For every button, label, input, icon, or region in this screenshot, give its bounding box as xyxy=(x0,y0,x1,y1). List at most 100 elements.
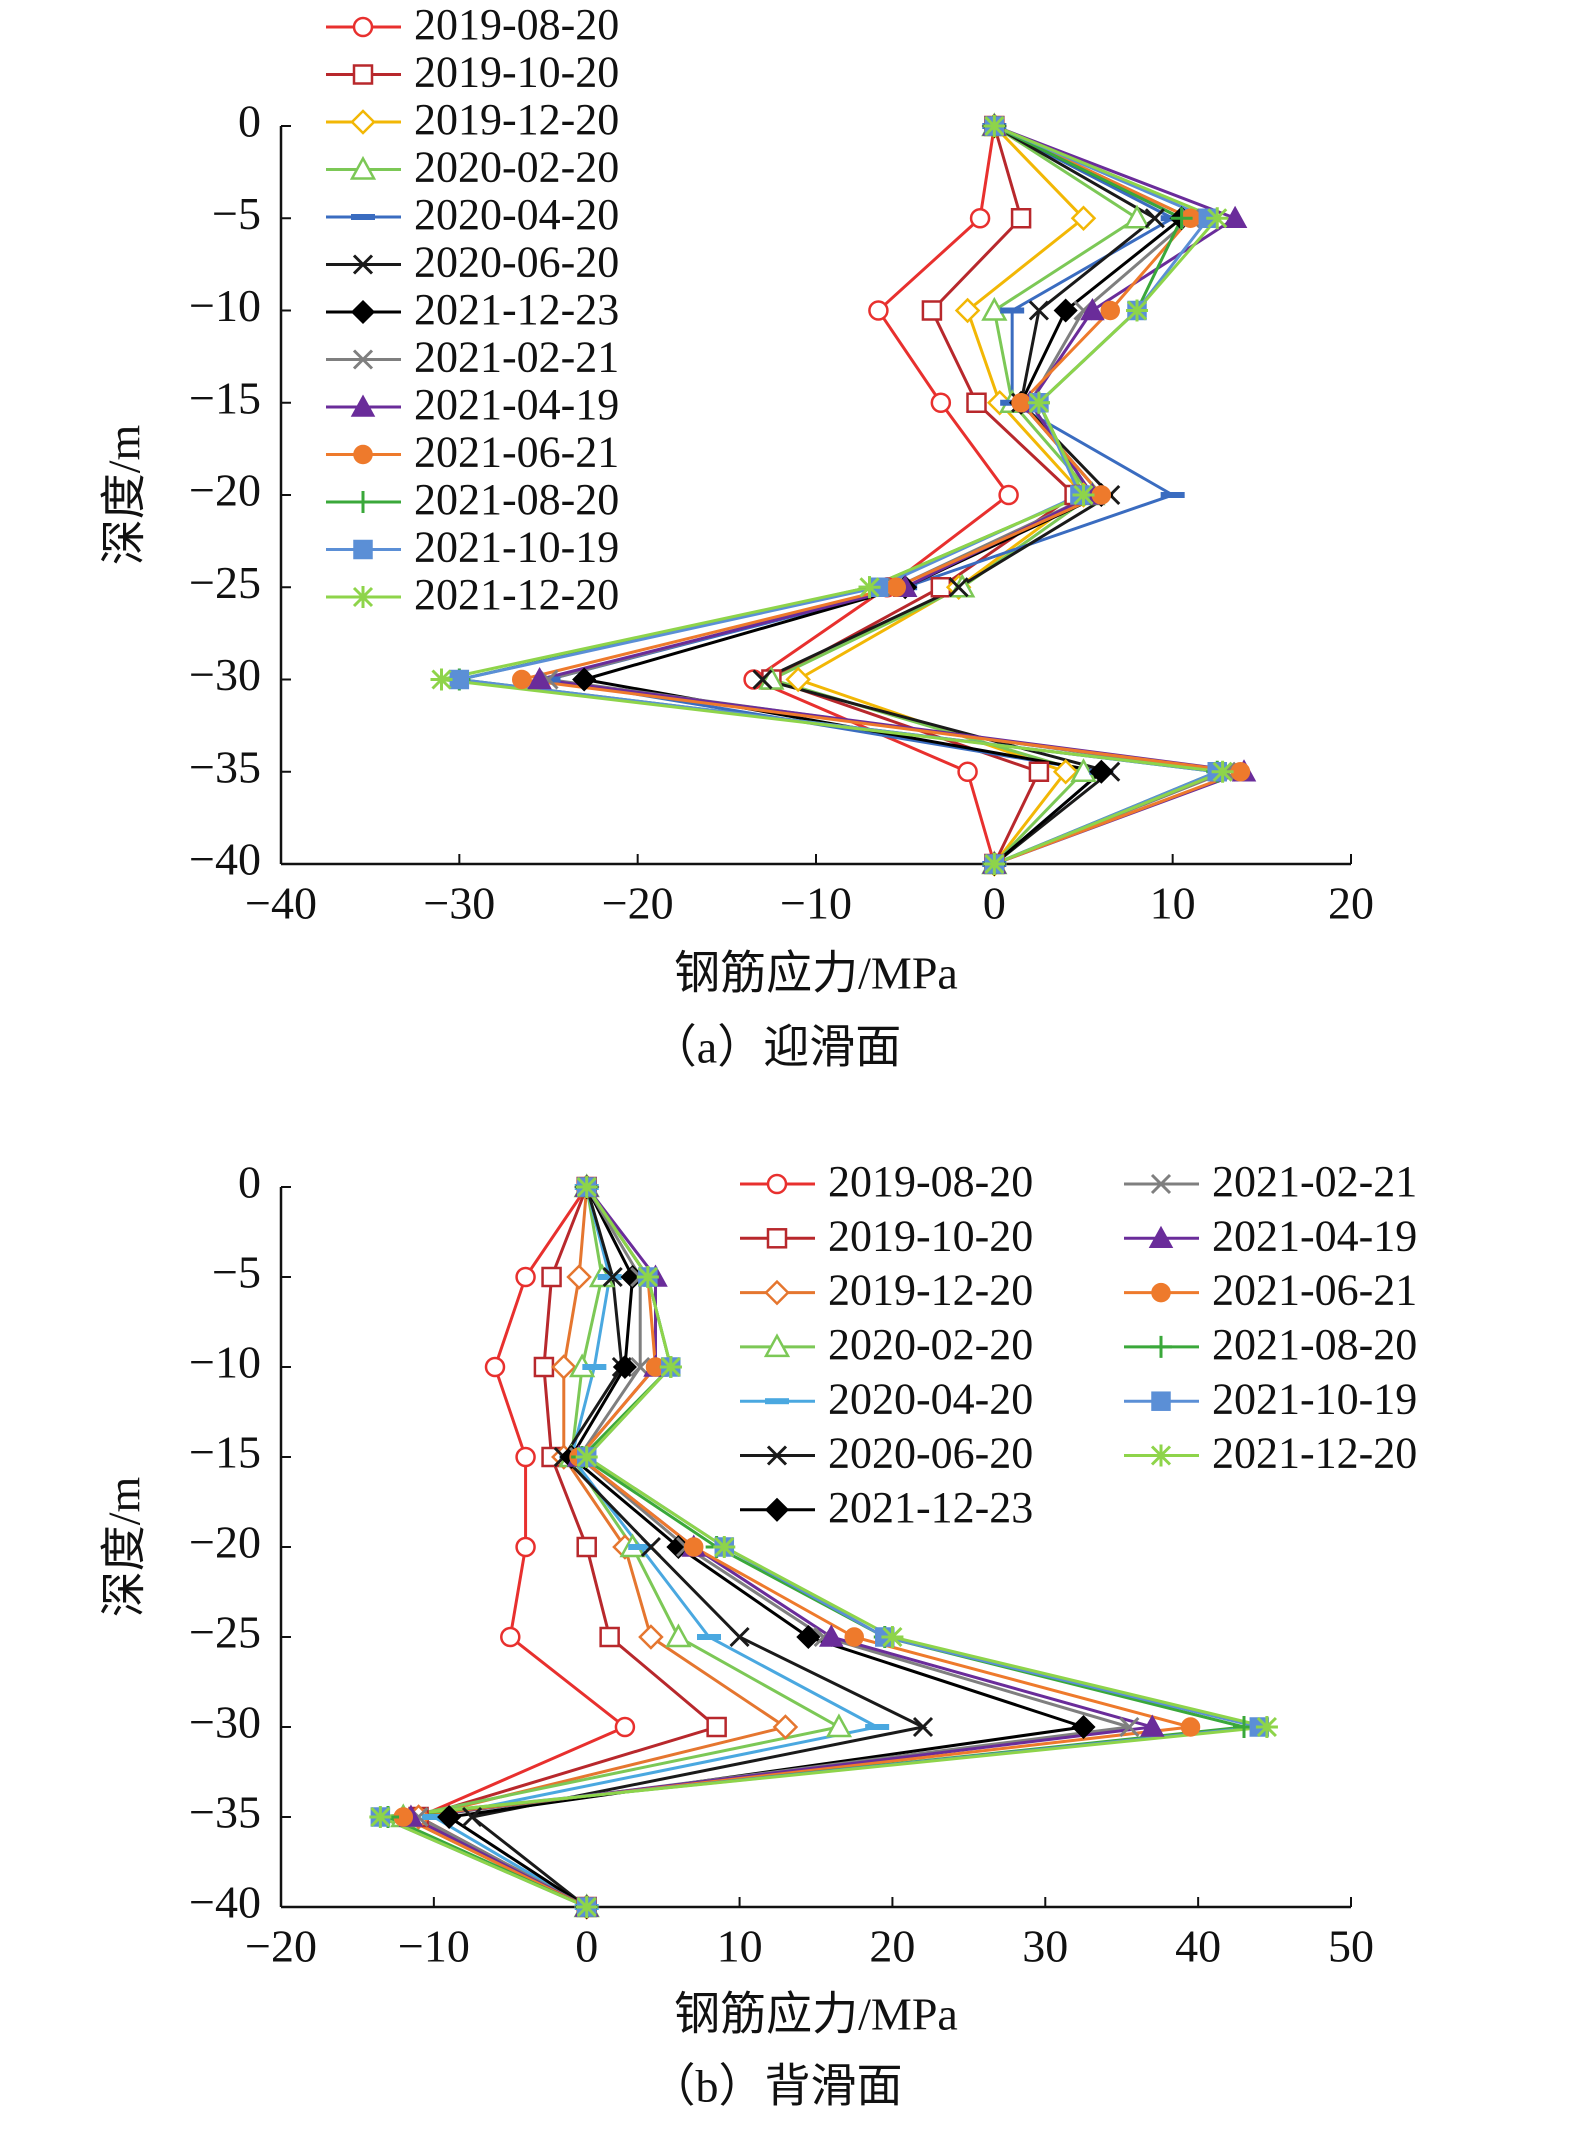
marker xyxy=(628,1544,653,1550)
legend-label: 2020-02-20 xyxy=(828,1320,1033,1369)
marker xyxy=(1170,207,1193,230)
marker xyxy=(772,1714,799,1740)
marker xyxy=(582,1364,607,1370)
marker xyxy=(551,1354,577,1380)
marker xyxy=(706,1716,727,1738)
marker xyxy=(352,349,374,370)
marker xyxy=(1052,758,1079,785)
marker xyxy=(575,1446,598,1468)
marker xyxy=(599,1626,620,1648)
x-tick-label: 0 xyxy=(983,878,1006,929)
marker xyxy=(462,1806,483,1828)
marker xyxy=(683,1537,704,1557)
marker xyxy=(1011,393,1031,413)
legend-label: 2021-02-21 xyxy=(1212,1157,1417,1206)
marker xyxy=(981,296,1008,321)
marker xyxy=(858,576,881,599)
marker xyxy=(449,669,470,690)
marker xyxy=(998,484,1019,506)
marker xyxy=(430,668,453,691)
legend-label: 2021-08-20 xyxy=(1212,1320,1417,1369)
legend-label: 2021-06-21 xyxy=(1212,1266,1417,1315)
marker xyxy=(1010,208,1032,229)
y-tick-label: 0 xyxy=(238,1157,261,1208)
x-axis-label: 钢筋应力/MPa xyxy=(674,1989,958,2040)
marker xyxy=(602,1266,623,1288)
marker xyxy=(1100,300,1120,321)
marker xyxy=(1180,1717,1201,1737)
marker xyxy=(515,1536,536,1558)
marker xyxy=(819,1624,844,1647)
marker xyxy=(868,300,889,321)
marker xyxy=(1072,484,1095,506)
marker xyxy=(957,761,978,782)
series-line xyxy=(750,125,1011,865)
marker xyxy=(512,669,532,690)
y-tick-label: −5 xyxy=(212,1247,261,1298)
marker xyxy=(1089,759,1114,784)
marker xyxy=(352,491,374,513)
y-tick-label: −30 xyxy=(189,1697,261,1748)
series-line xyxy=(374,1186,1260,1909)
x-tick-label: 50 xyxy=(1328,1921,1374,1972)
marker xyxy=(865,1724,890,1730)
marker xyxy=(966,392,987,413)
marker xyxy=(764,1497,790,1522)
legend-label: 2021-10-19 xyxy=(1212,1374,1417,1423)
caption: （a）迎滑面 xyxy=(651,1022,901,1073)
legend-label: 2019-08-20 xyxy=(828,1157,1033,1206)
marker xyxy=(763,1333,791,1358)
legend-label: 2019-12-20 xyxy=(828,1266,1033,1315)
legend-label: 2021-12-23 xyxy=(828,1483,1033,1532)
legend-label: 2021-12-23 xyxy=(414,285,619,334)
y-tick-label: −25 xyxy=(189,557,261,608)
marker xyxy=(752,669,773,690)
marker xyxy=(1151,1391,1171,1411)
x-tick-label: 20 xyxy=(1328,878,1374,929)
marker xyxy=(983,853,1006,875)
marker xyxy=(665,1623,692,1648)
marker xyxy=(1211,760,1234,783)
marker xyxy=(729,1626,750,1648)
y-tick-label: −10 xyxy=(189,1337,261,1388)
marker xyxy=(515,1446,536,1468)
marker xyxy=(921,300,943,321)
caption: （b）背滑面 xyxy=(650,2061,903,2112)
x-tick-label: 0 xyxy=(575,1921,598,1972)
marker xyxy=(886,577,906,597)
marker xyxy=(350,299,376,325)
marker xyxy=(881,1626,904,1648)
y-tick-label: −35 xyxy=(189,1787,261,1838)
marker xyxy=(612,1354,637,1380)
marker xyxy=(575,1896,598,1918)
marker xyxy=(1053,298,1078,323)
x-tick-label: −40 xyxy=(245,878,317,929)
y-tick-label: −15 xyxy=(189,372,261,423)
marker xyxy=(352,586,374,608)
series-line xyxy=(374,1186,1268,1909)
marker xyxy=(533,1356,555,1378)
legend-label: 2019-10-20 xyxy=(828,1211,1033,1260)
legend-label: 2021-08-20 xyxy=(414,475,619,524)
marker xyxy=(785,666,811,693)
legend-label: 2020-04-20 xyxy=(414,190,619,239)
marker xyxy=(969,208,991,229)
marker xyxy=(743,669,764,690)
x-tick-label: 40 xyxy=(1175,1921,1221,1972)
marker xyxy=(349,155,377,180)
legend-label: 2019-12-20 xyxy=(414,95,619,144)
y-axis-label: 深度/m xyxy=(99,425,150,566)
legend-label: 2019-10-20 xyxy=(414,48,619,97)
marker xyxy=(614,1716,636,1738)
x-tick-label: 10 xyxy=(717,1921,763,1972)
marker xyxy=(765,1398,789,1405)
marker xyxy=(353,444,373,465)
y-tick-label: −40 xyxy=(189,1877,261,1928)
marker xyxy=(1126,299,1148,322)
marker xyxy=(369,1806,392,1828)
marker xyxy=(766,1228,788,1249)
marker xyxy=(1150,1173,1172,1195)
marker xyxy=(1230,762,1251,782)
marker xyxy=(597,1274,622,1280)
marker xyxy=(1148,1225,1174,1249)
